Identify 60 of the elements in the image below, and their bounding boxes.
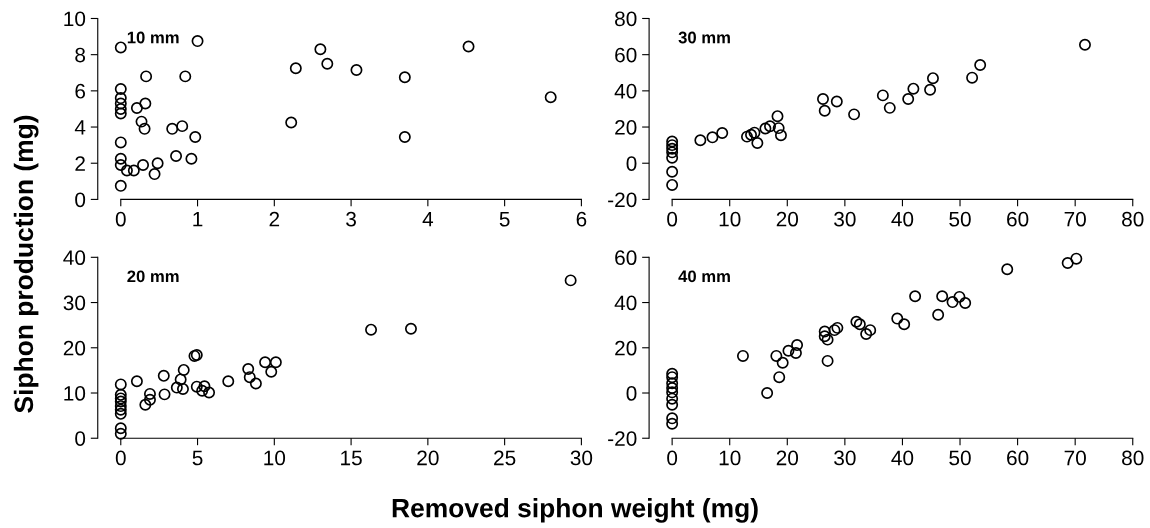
x-tick-label: 20 [417,450,439,466]
annotation: 40 mm [678,270,730,283]
x-tick-label: 40 [891,450,914,466]
x-tick-label: 5 [499,211,510,227]
y-tick-label: 30 [63,295,86,311]
x-tick-label: 50 [949,450,971,466]
y-tick-label: 6 [75,83,86,99]
x-tick-label: 80 [1122,450,1144,466]
x-tick-label: 10 [719,450,741,466]
y-tick-label: 4 [74,120,86,135]
y-tick-label: 10 [64,11,86,27]
x-tick-label: 6 [576,211,587,227]
x-axis-title: Removed siphon weight (mg) [392,498,758,523]
y-tick-label: 40 [63,250,86,266]
x-tick-label: 60 [1007,450,1029,466]
x-tick-label: 3 [346,211,356,227]
x-tick-label: 80 [1122,211,1144,227]
x-tick-label: 70 [1064,450,1086,466]
y-tick-label: 20 [615,120,637,135]
y-tick-label: 0 [626,156,637,171]
x-tick-label: 2 [269,211,280,227]
y-axis-title: Siphon production (mg) [13,115,39,413]
x-tick-label: 50 [949,211,971,227]
y-tick-label: 20 [615,340,637,356]
x-tick-label: 1 [193,211,203,227]
x-tick-label: 15 [341,450,362,466]
x-tick-label: 4 [422,211,434,227]
x-tick-label: 30 [834,211,856,227]
annotation: 30 mm [678,31,730,44]
y-tick-label: 0 [75,431,86,446]
x-tick-label: 30 [834,450,856,466]
y-tick-label: 20 [63,340,86,356]
x-tick-label: 25 [494,450,516,466]
x-tick-label: 0 [115,450,126,466]
x-tick-label: 0 [115,211,126,227]
y-tick-label: 60 [615,250,637,266]
y-tick-label: 8 [75,47,86,63]
y-tick-label: 60 [615,47,637,63]
y-tick-label: 10 [64,386,86,401]
y-tick-label: -20 [608,192,637,208]
y-tick-label: -20 [608,431,637,446]
y-tick-label: 40 [614,83,637,99]
x-tick-label: 60 [1007,211,1029,227]
y-tick-label: 0 [626,386,637,401]
x-tick-label: 20 [776,450,799,466]
y-tick-label: 0 [75,192,86,208]
x-tick-label: 40 [891,211,914,227]
x-tick-label: 0 [667,450,678,466]
x-tick-label: 20 [776,211,799,227]
x-tick-label: 10 [264,450,286,466]
x-tick-label: 5 [192,450,203,466]
y-tick-label: 40 [614,295,637,311]
x-tick-label: 30 [570,450,593,466]
x-tick-label: 0 [667,211,678,227]
y-tick-label: 2 [75,156,85,171]
x-tick-label: 70 [1064,211,1086,227]
y-tick-label: 80 [615,11,637,27]
annotation: 10 mm [127,31,179,44]
annotation: 20 mm [127,270,179,283]
x-tick-label: 10 [719,211,741,227]
